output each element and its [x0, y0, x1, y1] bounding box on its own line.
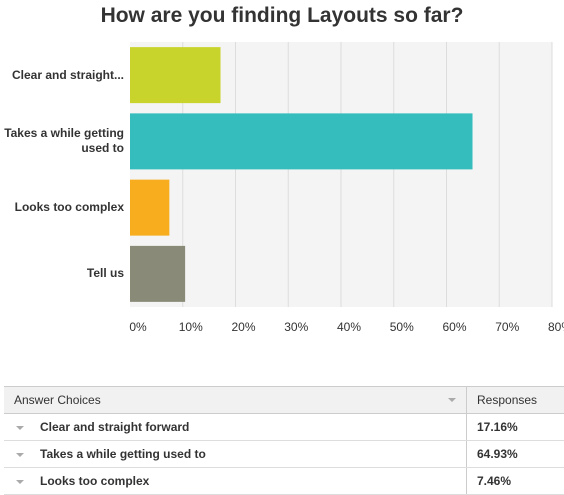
- answer-choice-cell: Takes a while getting used to: [4, 441, 467, 468]
- bar[interactable]: [130, 246, 185, 302]
- x-tick-label: 20%: [224, 320, 264, 334]
- table-row: Clear and straight forward 17.16%: [4, 414, 564, 441]
- table-header-row: Answer Choices Responses: [4, 387, 564, 414]
- x-tick-label: 60%: [435, 320, 475, 334]
- x-tick-label: 10%: [171, 320, 211, 334]
- answer-choices-header[interactable]: Answer Choices: [4, 387, 467, 414]
- table-row: Takes a while getting used to 64.93%: [4, 441, 564, 468]
- table-row: Looks too complex 7.46%: [4, 468, 564, 495]
- response-percent-cell: 7.46%: [467, 468, 564, 495]
- expand-caret-icon[interactable]: [16, 453, 24, 457]
- sort-caret-icon[interactable]: [448, 398, 456, 402]
- category-label: Clear and straight...: [0, 68, 124, 83]
- x-tick-label: 0%: [118, 320, 158, 334]
- bar[interactable]: [130, 180, 169, 236]
- bar[interactable]: [130, 47, 221, 103]
- x-tick-label: 80%: [540, 320, 564, 334]
- chart-title: How are you finding Layouts so far?: [0, 4, 564, 28]
- x-tick-label: 30%: [276, 320, 316, 334]
- answer-choices-header-label: Answer Choices: [14, 393, 101, 407]
- response-percent-cell: 64.93%: [467, 441, 564, 468]
- answer-choice-cell: Looks too complex: [4, 468, 467, 495]
- responses-table: Answer Choices Responses Clear and strai…: [4, 386, 564, 495]
- response-percent-cell: 17.16%: [467, 414, 564, 441]
- answer-choice-label: Clear and straight forward: [40, 420, 189, 434]
- category-label: Takes a while getting used to: [0, 126, 124, 156]
- category-label: Looks too complex: [0, 200, 124, 215]
- responses-header: Responses: [467, 387, 564, 414]
- chart-plot: [0, 40, 564, 340]
- answer-choice-label: Looks too complex: [40, 474, 149, 488]
- x-tick-label: 70%: [487, 320, 527, 334]
- x-tick-label: 50%: [382, 320, 422, 334]
- answer-choice-cell: Clear and straight forward: [4, 414, 467, 441]
- answer-choice-label: Takes a while getting used to: [40, 447, 206, 461]
- category-label: Tell us: [0, 266, 124, 281]
- expand-caret-icon[interactable]: [16, 426, 24, 430]
- bar-chart: Clear and straight... Takes a while getti…: [0, 40, 564, 340]
- bar[interactable]: [130, 113, 473, 169]
- x-tick-label: 40%: [329, 320, 369, 334]
- expand-caret-icon[interactable]: [16, 480, 24, 484]
